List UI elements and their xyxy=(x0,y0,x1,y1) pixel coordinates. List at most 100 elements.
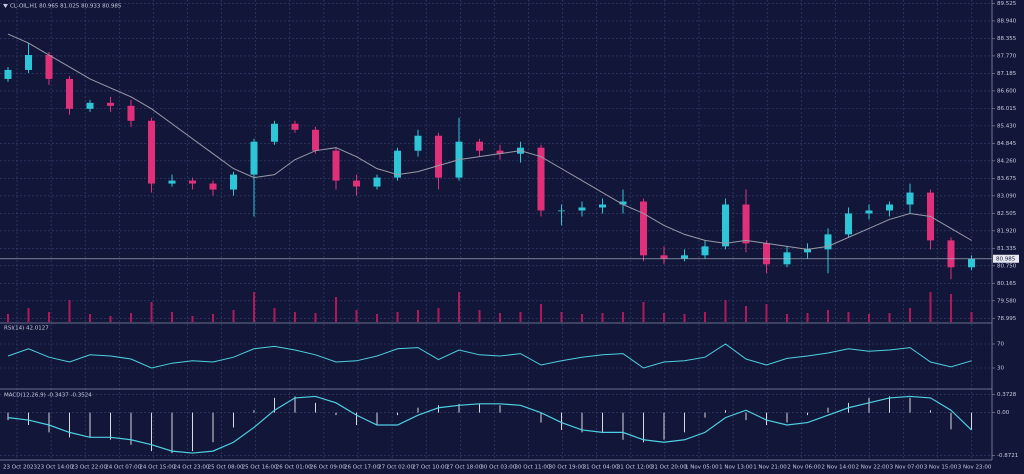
candle-body xyxy=(373,177,381,187)
y-tick-label: 86.015 xyxy=(997,106,1017,112)
y-tick-label: 83.675 xyxy=(997,176,1017,182)
candle-body xyxy=(250,141,258,175)
volume-bar xyxy=(786,314,788,322)
x-tick-label: 1 Nov 21:00 xyxy=(753,465,787,471)
volume-bar xyxy=(642,302,645,322)
x-tick-label: 23 Oct 14:00 xyxy=(37,465,73,471)
volume-bar xyxy=(273,308,276,322)
x-tick-label: 30 Oct 11:00 xyxy=(515,465,551,471)
volume-bar xyxy=(519,312,522,322)
volume-bar xyxy=(499,313,501,322)
x-tick-label: 25 Oct 08:00 xyxy=(208,465,244,471)
volume-bar xyxy=(89,314,91,322)
volume-bar xyxy=(27,308,30,322)
x-tick-label: 26 Oct 17:00 xyxy=(344,465,380,471)
candle-body xyxy=(414,135,422,151)
candle-body xyxy=(209,183,217,190)
x-tick-label: 31 Oct 20:00 xyxy=(651,465,687,471)
volume-bar xyxy=(540,304,542,322)
candle-body xyxy=(476,141,483,151)
y-tick-label: 84.260 xyxy=(997,158,1017,164)
volume-bar xyxy=(478,310,481,322)
x-tick-label: 2 Nov 06:00 xyxy=(787,465,821,471)
rsi-label: RSI(14) 42.0127 xyxy=(4,326,49,332)
candle-body xyxy=(619,201,627,205)
y-tick-label: 70 xyxy=(997,342,1004,348)
x-tick-label: 30 Oct 03:00 xyxy=(480,465,516,471)
volume-bar xyxy=(7,314,9,322)
candle-body xyxy=(599,204,606,208)
candle-body xyxy=(558,210,565,212)
chart-title: CL-OIL,H1 80.965 81.025 80.933 80.985 xyxy=(10,4,122,10)
x-tick-label: 23 Oct 22:00 xyxy=(71,465,107,471)
y-tick-label: 82.505 xyxy=(997,211,1017,217)
x-tick-label: 1 Nov 13:00 xyxy=(719,465,753,471)
candle-body xyxy=(640,201,647,256)
x-tick-label: 24 Oct 15:00 xyxy=(139,465,175,471)
candle-body xyxy=(127,105,135,121)
volume-bar xyxy=(929,292,932,322)
y-tick-label: 87.185 xyxy=(997,71,1017,77)
volume-bar xyxy=(745,306,747,322)
x-tick-label: 30 Oct 19:00 xyxy=(549,465,585,471)
x-tick-label: 2 Nov 14:00 xyxy=(821,465,855,471)
volume-bar xyxy=(335,297,337,322)
volume-bar xyxy=(581,314,583,322)
macd-label: MACD(12,26,9) -0.3437 -0.3524 xyxy=(4,393,92,399)
volume-bar xyxy=(909,308,911,322)
candle-body xyxy=(291,123,299,130)
candle-body xyxy=(25,55,32,70)
candle-body xyxy=(4,69,12,79)
volume-bar xyxy=(868,314,870,322)
x-tick-label: 27 Oct 02:00 xyxy=(378,465,414,471)
macd-signal-line xyxy=(7,395,972,454)
y-tick-label: 79.580 xyxy=(997,298,1017,304)
y-tick-label: 78.995 xyxy=(997,316,1017,322)
y-tick-label: 88.355 xyxy=(997,36,1017,42)
y-tick-label: 86.600 xyxy=(997,88,1017,94)
candle-body xyxy=(189,180,196,184)
moving-average-line xyxy=(7,33,972,250)
candle-body xyxy=(394,150,401,178)
volume-bar xyxy=(622,312,624,322)
x-tick-label: 25 Oct 16:00 xyxy=(242,465,278,471)
volume-bar xyxy=(417,310,419,322)
candle-body xyxy=(45,55,53,79)
candle-body xyxy=(537,147,545,211)
x-tick-label: 1 Nov 05:00 xyxy=(685,465,719,471)
volume-bar xyxy=(355,310,358,322)
volume-bar xyxy=(970,312,973,322)
y-tick-label: 84.845 xyxy=(997,141,1017,147)
x-tick-label: 27 Oct 10:00 xyxy=(412,465,448,471)
volume-bar xyxy=(253,292,255,322)
candle-body xyxy=(353,180,360,187)
y-tick-label: 87.770 xyxy=(997,53,1017,59)
volume-bar xyxy=(827,310,829,322)
candle-body xyxy=(824,234,832,250)
last-price-label: 80.985 xyxy=(996,256,1016,262)
y-tick-label: -0.8721 xyxy=(997,453,1018,459)
volume-bar xyxy=(109,316,112,322)
x-tick-label: 23 Oct 2023 xyxy=(3,465,38,471)
y-tick-label: 0.00 xyxy=(997,410,1010,416)
candle-body xyxy=(660,255,668,259)
volume-bar xyxy=(171,312,173,322)
candle-body xyxy=(783,252,791,265)
candle-body xyxy=(906,192,914,205)
volume-bar xyxy=(458,292,460,322)
x-tick-label: 27 Oct 18:00 xyxy=(446,465,482,471)
candle-body xyxy=(865,210,873,214)
volume-bar xyxy=(314,313,317,322)
volume-bar xyxy=(950,294,952,322)
y-tick-label: 80.750 xyxy=(997,263,1017,269)
volume-bar xyxy=(704,312,706,322)
x-tick-label: 26 Oct 09:00 xyxy=(310,465,346,471)
candle-body xyxy=(886,204,893,211)
volume-bar xyxy=(48,312,50,322)
candle-body xyxy=(578,207,586,211)
volume-bar xyxy=(888,313,891,322)
candle-body xyxy=(312,129,319,151)
volume-bar xyxy=(232,310,235,322)
